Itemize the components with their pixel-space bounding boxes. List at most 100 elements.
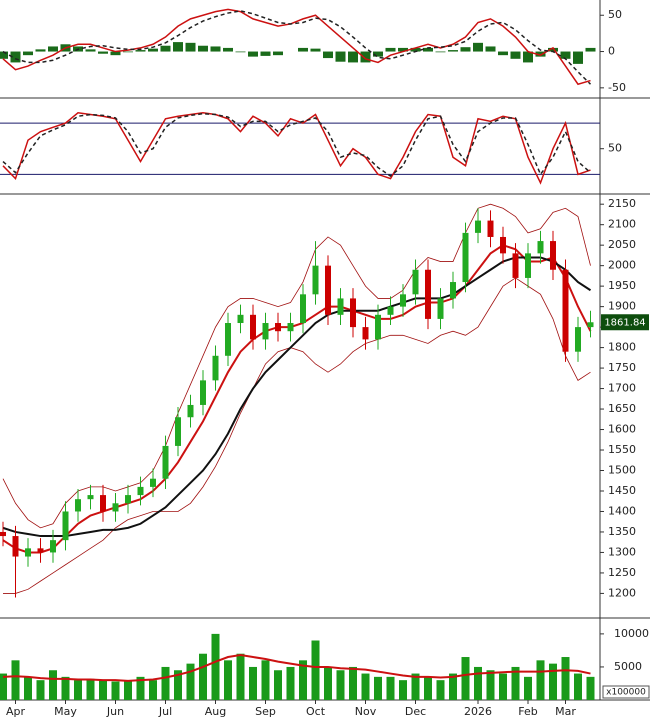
histogram-bar: [98, 51, 108, 54]
candle-body: [425, 269, 431, 319]
y-tick-label: 1750: [608, 361, 636, 374]
histogram-bar: [498, 51, 508, 56]
line: [2, 8, 591, 86]
y-tick-label: 1500: [608, 464, 636, 477]
bar: [511, 666, 520, 700]
last-price-box: [601, 314, 649, 331]
candle-body: [275, 323, 281, 332]
candle-body: [100, 495, 106, 512]
candle-body: [350, 298, 356, 328]
y-tick-label: 10000: [614, 627, 649, 640]
bar: [336, 670, 345, 700]
y-tick-label: 1650: [608, 402, 636, 415]
candle-body: [512, 253, 519, 278]
histogram-bar: [485, 46, 496, 52]
histogram-bar: [123, 51, 133, 53]
histogram-bar: [298, 47, 308, 52]
histogram-bar: [110, 51, 121, 56]
x-tick-label: Mar: [555, 705, 576, 718]
histogram-bar: [48, 46, 58, 52]
bar: [324, 666, 332, 700]
candle-body: [237, 314, 244, 324]
line: [2, 10, 592, 85]
bar: [461, 657, 470, 700]
candle-body: [362, 327, 369, 340]
bar: [574, 673, 582, 700]
candle-body: [287, 323, 294, 332]
x-tick-label: Dec: [405, 705, 426, 718]
histogram-bar: [23, 51, 33, 56]
bar: [36, 680, 45, 700]
bar: [236, 653, 245, 700]
bar: [536, 660, 545, 700]
candle-body: [175, 417, 181, 446]
y-tick-label: 1900: [608, 300, 636, 313]
candle-body: [387, 306, 394, 315]
candle-body: [62, 511, 69, 541]
y-tick-label: 1450: [608, 484, 636, 497]
histogram-bar: [348, 51, 358, 63]
x-tick-label: May: [54, 705, 77, 718]
x-tick-label: Nov: [355, 705, 377, 718]
candle-body: [562, 269, 569, 352]
bar: [349, 666, 357, 700]
histogram-bar: [435, 51, 446, 53]
line: [2, 203, 591, 529]
histogram-bar: [223, 47, 233, 52]
candle-body: [212, 355, 219, 381]
x-tick-label: Sep: [255, 705, 276, 718]
histogram-bar: [273, 51, 283, 56]
x-tick-label: Oct: [306, 705, 326, 718]
histogram-bar: [535, 51, 546, 57]
candle-body: [462, 232, 469, 283]
histogram-bar: [323, 51, 333, 59]
candle-body: [337, 298, 344, 315]
histogram-bar: [548, 47, 558, 52]
bar: [224, 660, 232, 700]
y-tick-label: 1250: [608, 566, 636, 579]
histogram-bar: [460, 47, 471, 52]
bar: [386, 676, 395, 700]
candle-body: [262, 323, 269, 340]
candle-body: [437, 298, 444, 319]
y-tick-label: 1300: [608, 545, 636, 558]
bar: [474, 666, 482, 700]
histogram-bar: [185, 42, 196, 52]
bar: [586, 676, 595, 700]
bar: [199, 653, 207, 700]
bar: [261, 660, 270, 700]
candle-body: [400, 294, 406, 307]
histogram-bar: [585, 47, 596, 52]
x-tick-label: Jul: [158, 705, 172, 718]
histogram-bar: [448, 50, 458, 52]
y-tick-label: 1700: [608, 382, 636, 395]
bar: [499, 673, 507, 700]
histogram-bar: [235, 51, 246, 53]
histogram-bar: [335, 51, 346, 62]
bar: [61, 676, 70, 700]
candle-body: [300, 294, 306, 324]
candle-body: [375, 314, 381, 340]
x-tick-label: Feb: [518, 705, 537, 718]
candle-body: [75, 499, 81, 512]
unit-label: x100000: [606, 688, 646, 698]
x-tick-label: Aug: [205, 705, 226, 718]
y-tick-label: 1950: [608, 279, 636, 292]
y-tick-label: 1200: [608, 586, 636, 599]
y-tick-label: 50: [608, 8, 622, 21]
y-tick-label: 50: [608, 142, 622, 155]
bar: [111, 681, 120, 700]
candle-body: [162, 445, 169, 479]
bar: [311, 640, 320, 700]
candle-body: [187, 404, 194, 418]
line: [2, 256, 592, 538]
candle-body: [112, 503, 119, 512]
y-tick-label: 0: [608, 45, 615, 58]
candle-body: [150, 478, 156, 487]
histogram-bar: [260, 51, 271, 56]
bar: [136, 676, 145, 700]
histogram-bar: [173, 42, 183, 52]
bar: [374, 676, 382, 700]
line: [2, 244, 592, 554]
